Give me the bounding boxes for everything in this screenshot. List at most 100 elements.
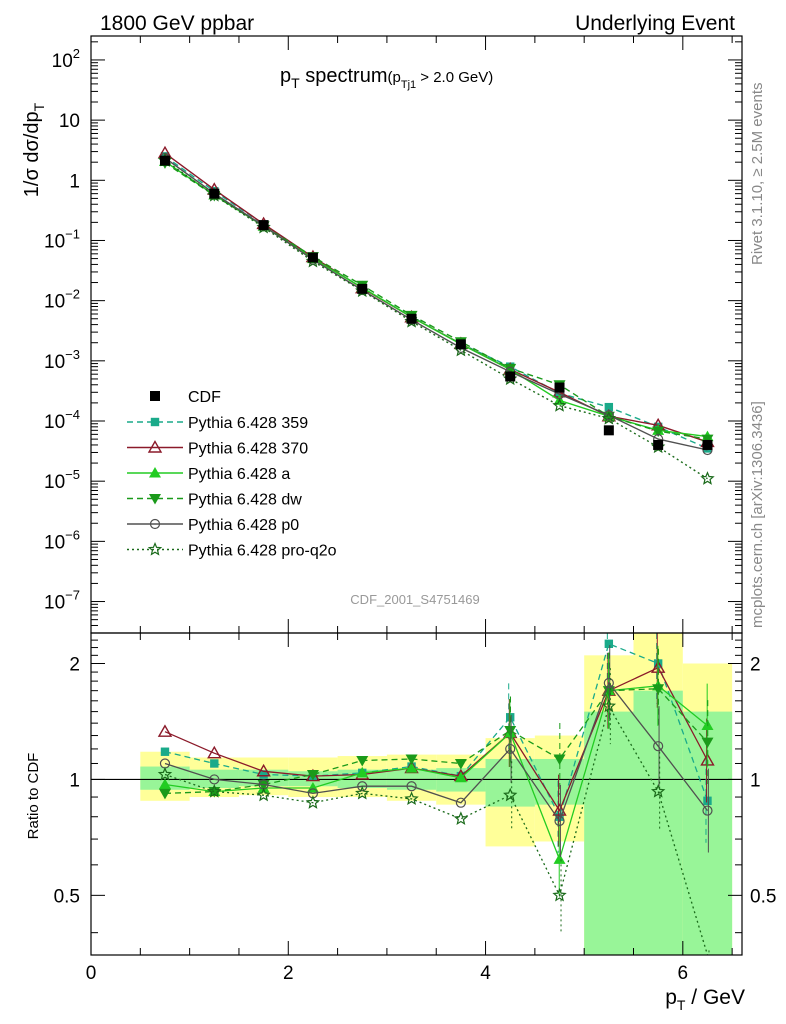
x-axis-title-sub: T (677, 997, 686, 1013)
x-tick-label: 0 (86, 963, 97, 984)
y-tick-label: 10−3 (44, 347, 80, 373)
x-tick-label: 6 (678, 963, 689, 984)
main-point (604, 402, 614, 412)
data-point (258, 220, 269, 231)
ratio-point (256, 787, 271, 802)
ratio-point (305, 795, 321, 809)
ratio-point (207, 783, 222, 798)
y-tick-exp: −2 (65, 287, 80, 302)
title-p: p (280, 65, 291, 87)
ratio-series-line (164, 681, 709, 823)
x-axis-title-rest: / GeV (685, 986, 745, 1009)
ratio-frame (90, 632, 743, 956)
y-tick-exp: −5 (65, 467, 80, 482)
x-axis-title: pT / GeV (665, 986, 745, 1013)
ratio-point (306, 769, 319, 781)
ratio-point (157, 724, 173, 737)
ratio-point (160, 747, 170, 756)
ratio-point (554, 815, 565, 827)
legend-marker-cdf (150, 391, 160, 401)
ratio-y-tick-label-left: 2 (69, 654, 80, 675)
y-axis-title-main: 1/σ dσ/dp (21, 111, 43, 197)
ratio-point (650, 784, 666, 798)
data-point (307, 252, 318, 263)
ratio-y-tick-label-right: 1 (750, 770, 761, 791)
ratio-point (504, 725, 517, 737)
ratio-point (503, 787, 518, 802)
legend: CDF Pythia 6.428 359 Pythia 6.428 370 Pythi… (127, 389, 337, 560)
ratio-point (305, 768, 321, 782)
y-tick-base: 10 (44, 412, 65, 433)
title-cut-sub: Tj1 (401, 79, 416, 91)
ratio-point (454, 758, 467, 770)
ratio-point (158, 778, 171, 790)
ratio-series-line (164, 685, 708, 862)
ratio-point (454, 771, 467, 783)
y-tick-label: 10−1 (44, 226, 80, 252)
ratio-point (207, 745, 222, 759)
ratio-point (256, 763, 271, 777)
ratio-point (257, 780, 270, 791)
ratio-point (355, 785, 370, 800)
y-tick-exp: −3 (65, 347, 80, 362)
ratio-y-tick-label-left: 1 (69, 770, 80, 791)
ratio-point (703, 796, 712, 805)
ratio-point (157, 766, 173, 781)
rivet-label: Rivet 3.1.10, ≥ 2.5M events (749, 83, 766, 266)
main-point (700, 471, 715, 485)
y-tick-label: 10 (59, 111, 80, 132)
main-point (603, 410, 614, 421)
y-tick-base: 10 (44, 532, 65, 553)
data-point (702, 439, 713, 450)
data-point (554, 382, 565, 393)
y-tick-exp: −1 (65, 226, 80, 241)
legend-label: Pythia 6.428 pro-q2o (188, 543, 337, 560)
data-point (406, 313, 417, 324)
y-tick-base: 10 (44, 472, 65, 493)
x-axis-title-p: p (665, 986, 677, 1009)
legend-label: Pythia 6.428 dw (188, 492, 302, 509)
y-tick-base: 1 (69, 171, 80, 192)
ratio-point (552, 803, 567, 816)
main-series-line (164, 157, 708, 451)
y-tick-base: 10 (52, 51, 73, 72)
analysis-id: CDF_2001_S4751469 (350, 592, 479, 607)
ratio-band-inner (140, 766, 190, 790)
x-tick-label: 2 (283, 963, 294, 984)
main-point (701, 434, 714, 446)
ratio-point (603, 677, 614, 689)
y-tick-exp: −7 (65, 588, 80, 603)
data-point (357, 283, 368, 294)
ratio-point (259, 770, 268, 779)
legend-label: Pythia 6.428 359 (188, 415, 308, 432)
main-point (504, 363, 517, 375)
ratio-band-inner (633, 690, 683, 955)
header-left: 1800 GeV ppbar (100, 12, 254, 35)
main-series (157, 145, 715, 485)
ratio-series (91, 633, 742, 956)
legend-marker (149, 467, 161, 478)
legend-marker (147, 440, 163, 453)
y-tick-exp: 2 (73, 46, 80, 61)
main-series-line (164, 152, 708, 443)
main-chart-title: pT spectrum(pTj1 > 2.0 GeV) (280, 65, 493, 91)
ratio-point (455, 797, 466, 808)
ratio-y-tick-label-left: 0.5 (54, 886, 80, 907)
title-cut-p: (p (388, 69, 401, 86)
ratio-point (404, 791, 419, 806)
data-point (159, 155, 170, 166)
y-tick-label: 10−4 (44, 407, 80, 433)
ratio-point (602, 686, 615, 697)
ratio-point (552, 887, 567, 902)
ratio-point (357, 781, 368, 792)
data-point (653, 439, 664, 450)
ratio-point (701, 737, 714, 749)
y-tick-base: 10 (59, 111, 80, 132)
main-point (555, 388, 564, 398)
ratio-point (553, 754, 566, 765)
y-tick-label: 10−2 (44, 287, 80, 313)
ratio-y-axis-title: Ratio to CDF (25, 753, 42, 840)
ratio-point (210, 759, 219, 768)
